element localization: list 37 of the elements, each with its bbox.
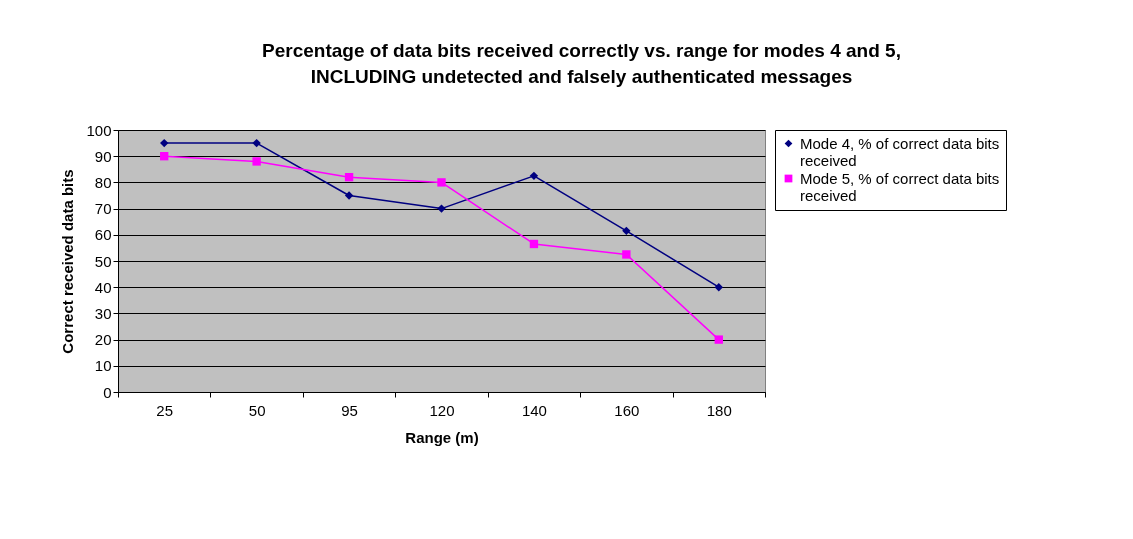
x-axis-title: Range (m) [405,428,479,446]
y-axis-title: Correct received data bits [59,169,77,354]
x-tick-label: 25 [156,401,174,419]
point [252,157,261,166]
y-tick-label: 90 [94,147,112,165]
point [437,204,446,213]
x-tick-label: 160 [614,401,640,419]
point [529,239,539,249]
point [714,283,723,292]
point [714,335,723,344]
y-tick-label: 50 [94,252,112,270]
point [344,191,354,200]
y-tick-label: 40 [94,278,112,296]
x-tick-label: 140 [521,401,547,419]
y-tick-label: 10 [94,357,112,375]
y-tick-label: 70 [94,200,112,218]
point [160,138,169,148]
y-tick-label: 20 [94,331,112,349]
chart-title: Percentage of data bits received correctly vs. range for modes 4 and 5, INCLUDING undetected and falsely authenticated messages [262,40,901,87]
point [344,172,354,182]
y-tick-label: 80 [94,173,112,191]
point [160,152,169,161]
y-tick-label: 0 [103,383,112,401]
y-tick-label: 60 [94,226,112,244]
point [529,171,539,181]
y-tick-label: 100 [86,121,112,139]
x-tick-label: 180 [706,401,732,419]
point [622,250,631,259]
y-tick-label: 30 [94,304,112,322]
legend-label: Mode 5, % of correct data bits received [800,169,1000,204]
x-tick-label: 120 [429,401,455,419]
legend-label: Mode 4, % of correct data bits received [800,134,1000,169]
point [622,226,631,236]
x-tick-label: 50 [248,401,266,419]
point [437,178,446,187]
point [252,138,261,148]
x-tick-label: 95 [341,401,358,419]
